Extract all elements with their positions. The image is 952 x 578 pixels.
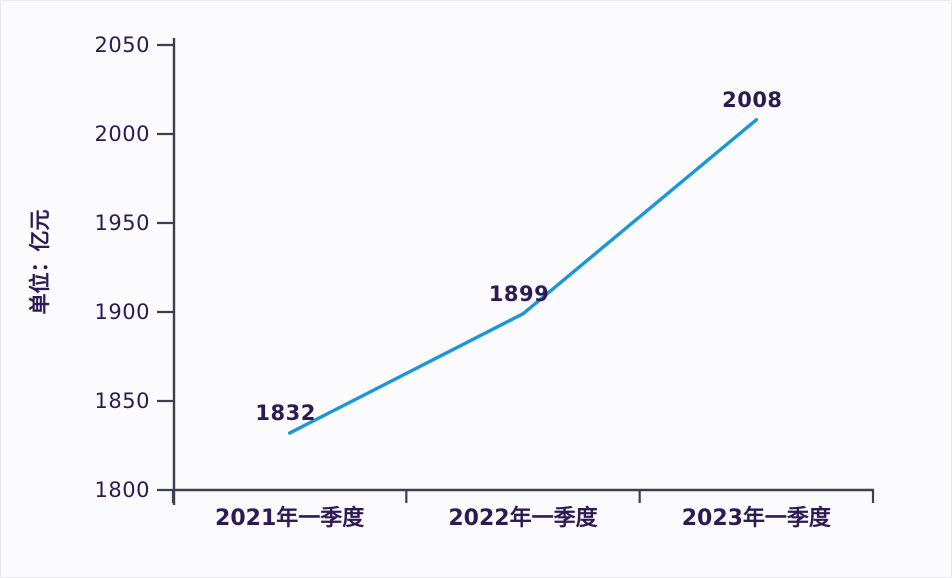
series-line [287, 118, 759, 435]
